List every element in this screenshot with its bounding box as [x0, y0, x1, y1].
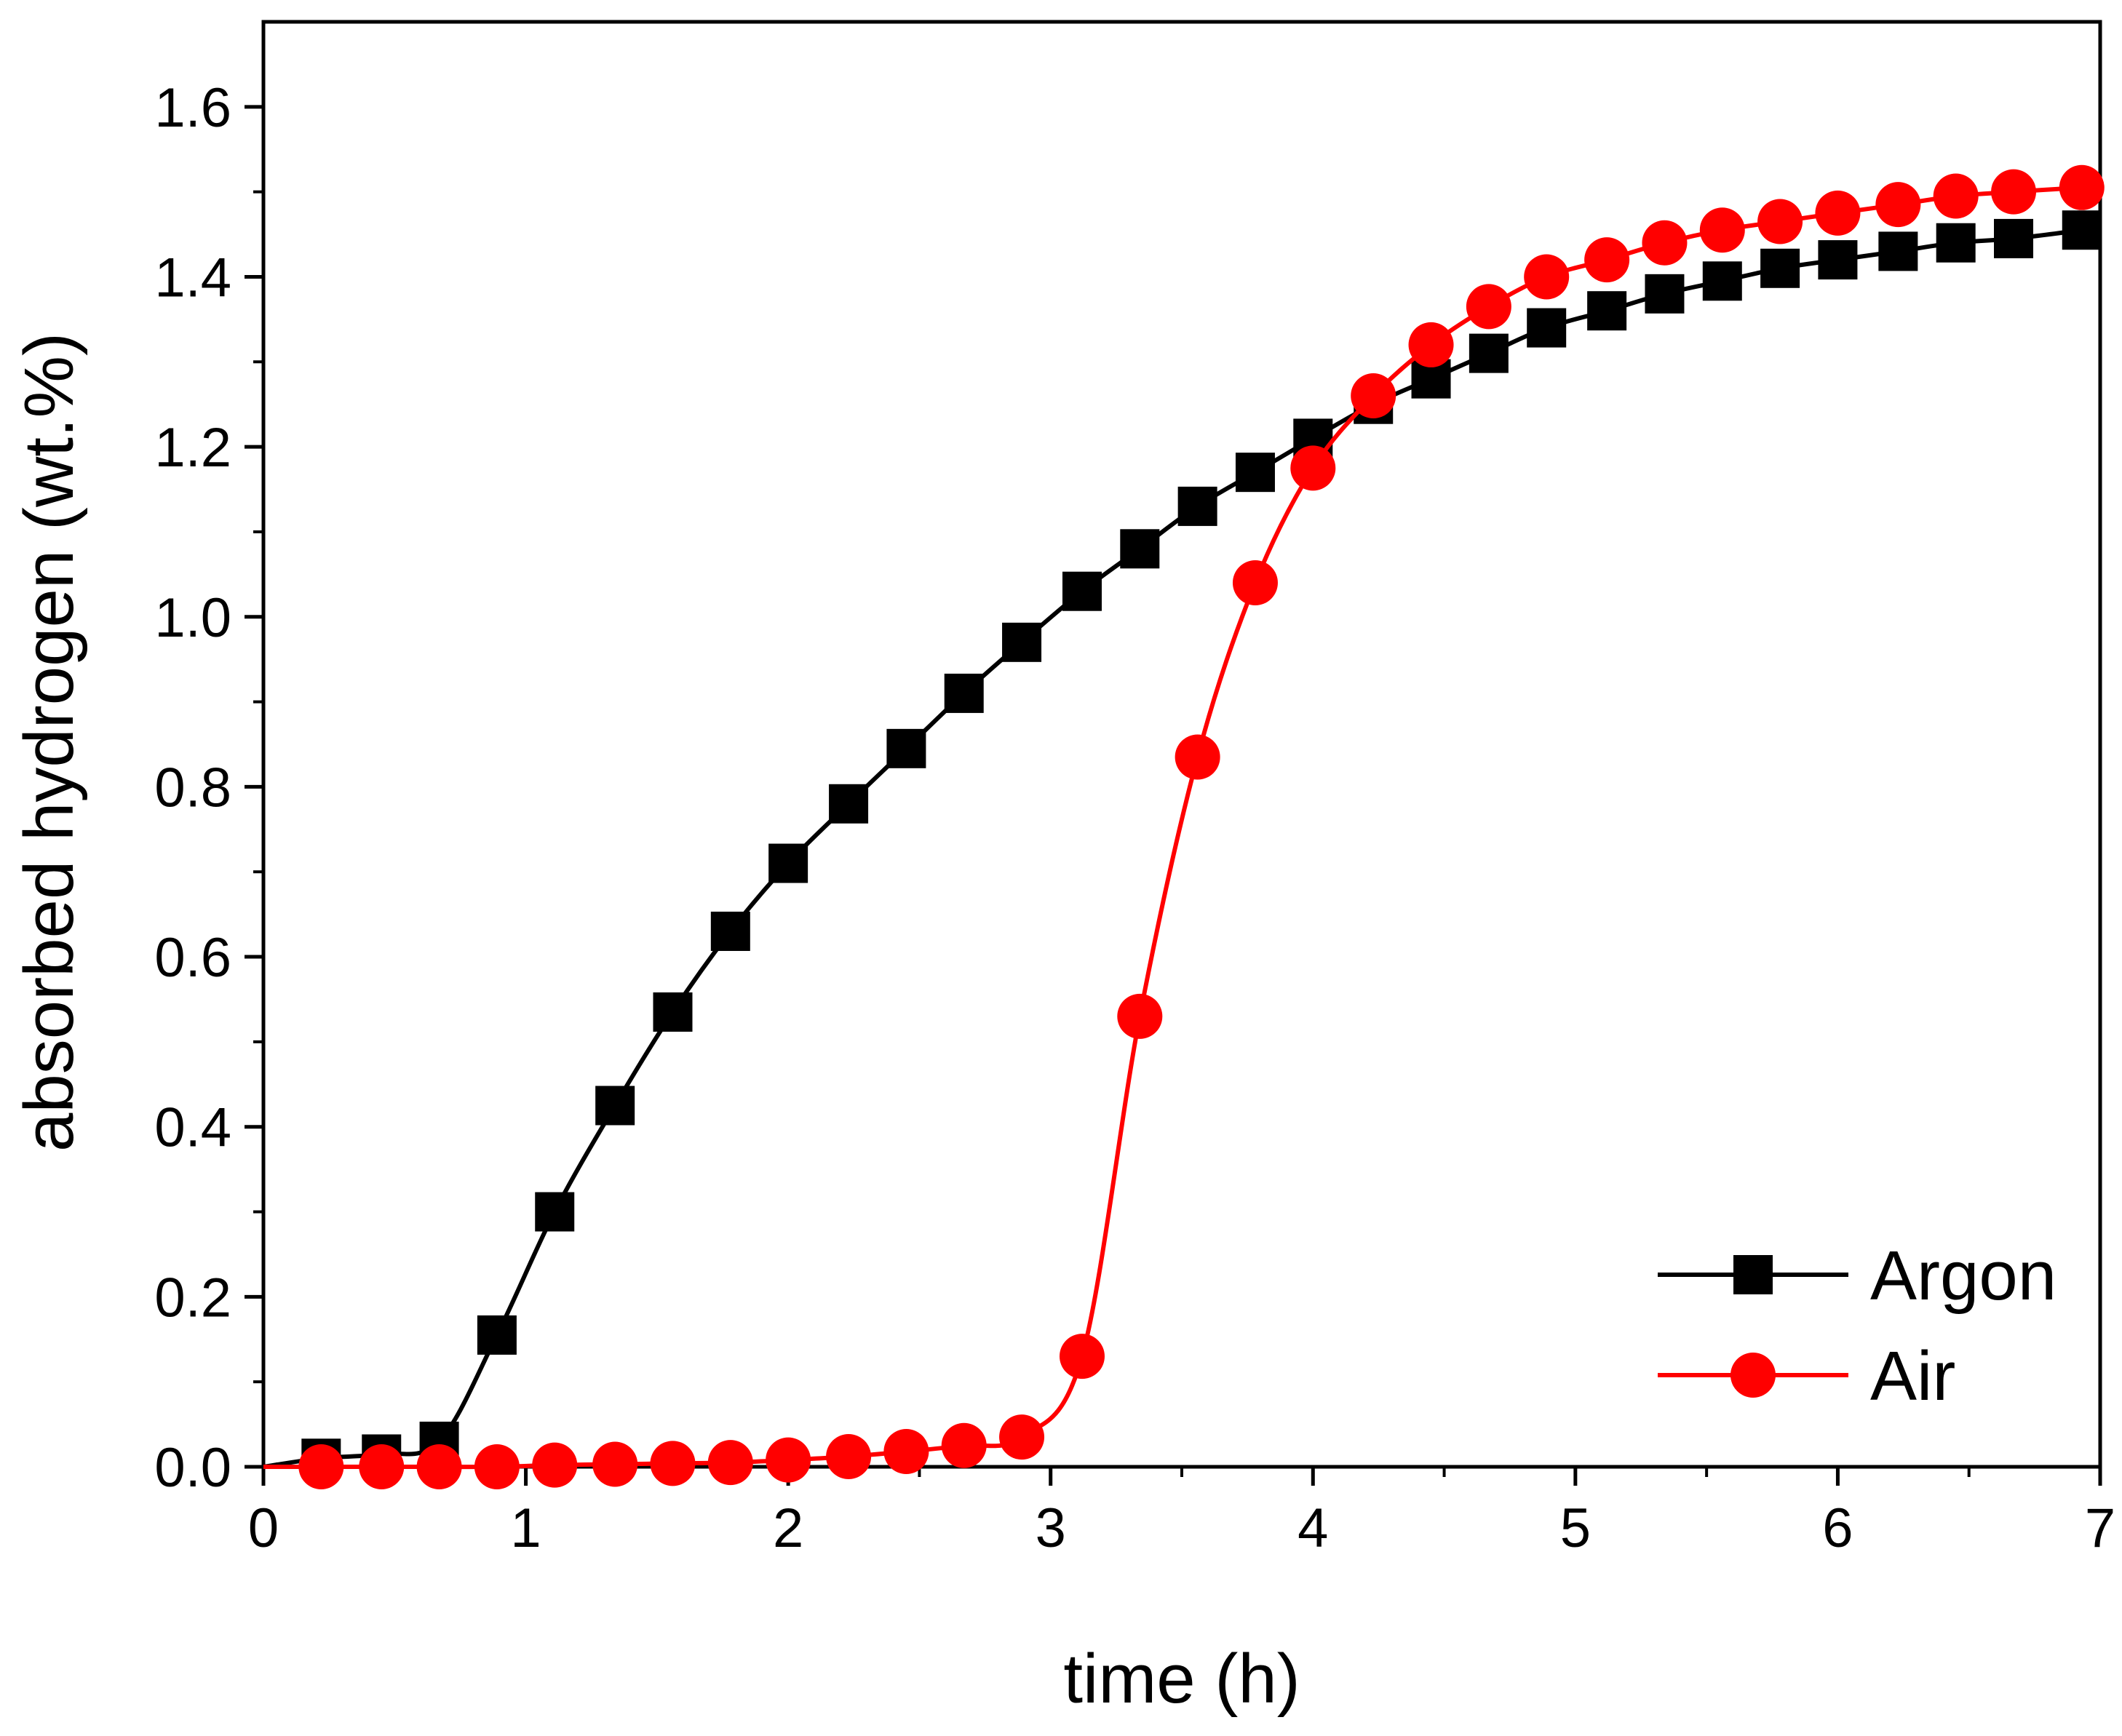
x-tick-label: 7 — [2085, 1497, 2115, 1559]
y-tick-label: 0.2 — [154, 1267, 231, 1329]
data-point-air — [999, 1414, 1045, 1460]
data-point-air — [1466, 284, 1511, 330]
x-axis-title: time (h) — [1063, 1640, 1300, 1718]
data-point-argon — [595, 1086, 635, 1126]
x-tick-label: 2 — [773, 1497, 803, 1559]
data-point-air — [1059, 1334, 1105, 1379]
legend-label-argon: Argon — [1870, 1237, 2057, 1315]
data-point-argon — [768, 843, 808, 883]
data-point-air — [416, 1444, 462, 1489]
data-point-argon — [1002, 622, 1042, 662]
data-point-air — [1408, 322, 1454, 367]
data-point-air — [1290, 445, 1336, 491]
data-point-argon — [1645, 274, 1685, 314]
data-point-air — [1584, 237, 1630, 283]
legend: Argon Air — [1658, 1237, 2057, 1415]
data-point-air — [592, 1441, 638, 1487]
x-tick-label: 4 — [1298, 1497, 1328, 1559]
data-point-air — [766, 1437, 811, 1483]
data-point-argon — [1994, 218, 2034, 258]
data-point-air — [1815, 190, 1861, 236]
y-axis-title: absorbed hydrogen (wt.%) — [10, 333, 88, 1152]
legend-marker-argon — [1733, 1255, 1773, 1294]
y-tick-label: 0.8 — [154, 757, 231, 819]
legend-item-argon: Argon — [1658, 1237, 2057, 1315]
data-point-air — [1524, 254, 1570, 300]
data-point-air — [532, 1442, 578, 1488]
data-point-argon — [1235, 453, 1275, 493]
data-point-argon — [1760, 248, 1800, 288]
x-tick-label: 6 — [1822, 1497, 1853, 1559]
x-tick-label: 1 — [510, 1497, 541, 1559]
data-point-air — [883, 1428, 929, 1474]
y-tick-label: 0.0 — [154, 1437, 231, 1499]
data-point-argon — [1177, 486, 1217, 526]
y-tick-label: 0.4 — [154, 1097, 231, 1159]
data-point-argon — [710, 912, 750, 952]
data-point-argon — [1587, 291, 1627, 331]
data-point-air — [359, 1444, 405, 1489]
data-point-air — [1175, 734, 1220, 780]
data-point-argon — [1878, 231, 1918, 271]
x-tick-label: 5 — [1560, 1497, 1591, 1559]
data-point-air — [2059, 164, 2105, 210]
data-point-argon — [2062, 210, 2102, 250]
data-point-air — [1991, 169, 2037, 215]
legend-marker-air — [1730, 1353, 1776, 1398]
series-line-argon — [263, 228, 2083, 1469]
y-tick-label: 1.6 — [154, 77, 231, 139]
series-argon — [263, 210, 2102, 1478]
y-tick-label: 0.6 — [154, 927, 231, 989]
data-point-argon — [477, 1315, 517, 1355]
data-point-air — [707, 1440, 753, 1486]
data-point-argon — [886, 728, 926, 768]
y-tick-label: 1.4 — [154, 247, 231, 308]
data-point-air — [1232, 560, 1278, 606]
data-point-argon — [653, 992, 693, 1032]
data-point-air — [474, 1444, 520, 1489]
legend-label-air: Air — [1870, 1337, 1955, 1415]
data-point-air — [1117, 993, 1163, 1039]
series-air — [263, 164, 2105, 1489]
data-point-air — [826, 1433, 872, 1479]
y-tick-label: 1.2 — [154, 417, 231, 479]
data-point-air — [650, 1441, 696, 1486]
data-point-argon — [1062, 571, 1102, 611]
x-tick-label: 0 — [248, 1497, 279, 1559]
data-point-argon — [944, 673, 984, 713]
y-tick-label: 1.0 — [154, 587, 231, 649]
data-point-argon — [829, 784, 869, 824]
data-point-air — [1351, 373, 1396, 419]
x-tick-label: 3 — [1036, 1497, 1066, 1559]
data-point-argon — [535, 1192, 575, 1232]
data-point-air — [298, 1444, 344, 1489]
data-point-argon — [1120, 529, 1160, 569]
x-axis-ticks: 0 1 2 3 4 5 6 7 — [248, 1467, 2115, 1559]
legend-item-air: Air — [1658, 1337, 1955, 1415]
data-point-argon — [1936, 223, 1976, 263]
data-point-argon — [1818, 240, 1858, 280]
data-point-air — [941, 1422, 987, 1468]
data-point-argon — [1527, 308, 1567, 348]
series-layer — [263, 164, 2105, 1489]
data-point-argon — [1469, 333, 1509, 373]
data-point-air — [1699, 207, 1745, 253]
y-axis-ticks: 0.0 0.2 0.4 0.6 0.8 1.0 1.2 1.4 1.6 — [154, 77, 263, 1499]
data-point-air — [1875, 182, 1921, 228]
data-point-air — [1642, 220, 1688, 266]
data-point-air — [1933, 173, 1979, 219]
data-point-air — [1757, 199, 1803, 244]
data-point-argon — [1702, 261, 1742, 301]
